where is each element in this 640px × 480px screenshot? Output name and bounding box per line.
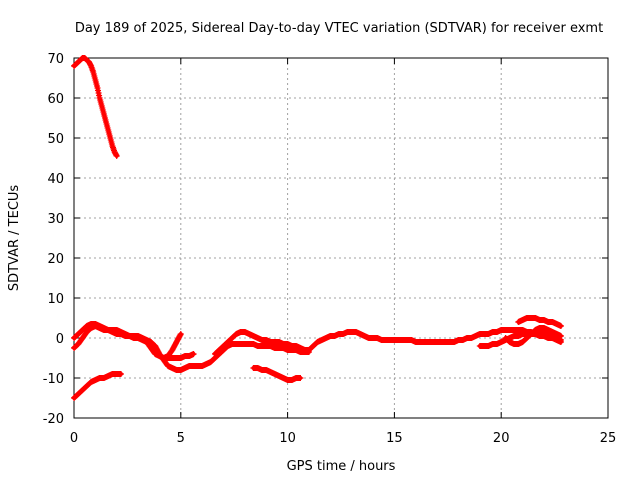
y-tick-label: -10 <box>43 372 64 387</box>
series-markers <box>139 335 312 373</box>
plot-frame <box>73 57 609 419</box>
series-arc-2 <box>71 371 124 401</box>
y-tick-label: -20 <box>43 412 64 427</box>
x-tick-label: 0 <box>70 431 78 446</box>
y-tick-label: 0 <box>56 332 64 347</box>
chart-title: Day 189 of 2025, Sidereal Day-to-day VTE… <box>75 21 603 36</box>
y-tick-label: 70 <box>47 52 64 67</box>
x-tick-label: 10 <box>279 431 296 446</box>
y-tick-label: 10 <box>47 292 64 307</box>
axis-ticks: 0 5 10 15 20 25 -20 -10 0 10 20 30 40 50 60 70 <box>43 52 617 446</box>
series-markers <box>71 55 120 159</box>
series-markers <box>250 365 304 383</box>
series-arc-6 <box>212 327 564 357</box>
series-markers <box>515 315 564 329</box>
series-arc-4 <box>71 323 197 361</box>
data-series <box>71 55 564 401</box>
series-arc-1 <box>71 55 120 159</box>
series-arc-7 <box>476 331 564 349</box>
y-axis-label: SDTVAR / TECUs <box>7 185 22 292</box>
y-tick-label: 40 <box>47 172 64 187</box>
y-tick-label: 60 <box>47 92 64 107</box>
series-markers <box>502 325 564 347</box>
x-tick-label: 15 <box>386 431 403 446</box>
x-axis-label: GPS time / hours <box>287 459 396 474</box>
series-markers <box>71 371 124 401</box>
x-tick-label: 5 <box>177 431 185 446</box>
y-tick-label: 20 <box>47 252 64 267</box>
series-arc-9 <box>515 315 564 329</box>
series-arc-10 <box>250 365 304 383</box>
x-tick-label: 25 <box>600 431 617 446</box>
series-markers <box>212 327 564 357</box>
series-arc-8 <box>502 325 564 347</box>
x-tick-label: 20 <box>493 431 510 446</box>
y-tick-label: 30 <box>47 212 64 227</box>
series-arc-5 <box>139 335 312 373</box>
grid-lines <box>74 58 608 418</box>
y-tick-label: 50 <box>47 132 64 147</box>
